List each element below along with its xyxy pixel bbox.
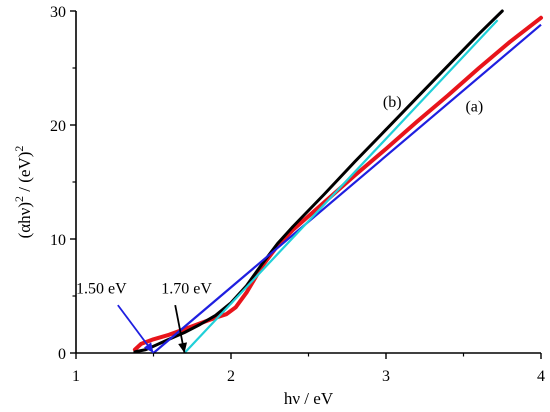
annotation-label: 1.50 eV xyxy=(76,281,127,298)
x-tick-label: 1 xyxy=(72,368,80,385)
fit-line-a xyxy=(152,23,542,354)
y-axis-label-mid: / (eV) xyxy=(15,152,34,196)
annotation-arrowhead xyxy=(178,342,188,353)
x-tick-label: 4 xyxy=(537,368,545,385)
y-tick-label: 30 xyxy=(50,4,66,21)
plot-marks xyxy=(132,9,543,354)
y-tick-label: 20 xyxy=(50,118,66,135)
y-axis-label: (αhν)2 / (eV)2 xyxy=(12,146,34,239)
annotation-arrowhead xyxy=(143,342,154,353)
y-tick-label: 10 xyxy=(50,232,66,249)
x-tick-label: 2 xyxy=(227,368,235,385)
series-line-a xyxy=(132,15,543,352)
curve-label: (a) xyxy=(465,98,483,115)
x-tick-label: 3 xyxy=(382,368,390,385)
axes xyxy=(75,11,541,354)
y-tick-label: 0 xyxy=(58,346,66,363)
curve-label: (b) xyxy=(383,94,402,111)
annotation-label: 1.70 eV xyxy=(161,281,212,298)
annotations: (b) (a) 1.50 eV 1.70 eV xyxy=(76,94,483,354)
fit-line-b xyxy=(183,19,499,354)
y-axis-label-exp2: 2 xyxy=(12,146,26,152)
ticks: 1 2 3 4 0 10 20 30 xyxy=(50,4,545,385)
series-line-b xyxy=(133,9,504,354)
y-axis-label-exp1: 2 xyxy=(12,196,26,202)
x-axis-label: hν / eV xyxy=(284,389,334,408)
y-axis-label-main: (αhν) xyxy=(15,202,34,238)
